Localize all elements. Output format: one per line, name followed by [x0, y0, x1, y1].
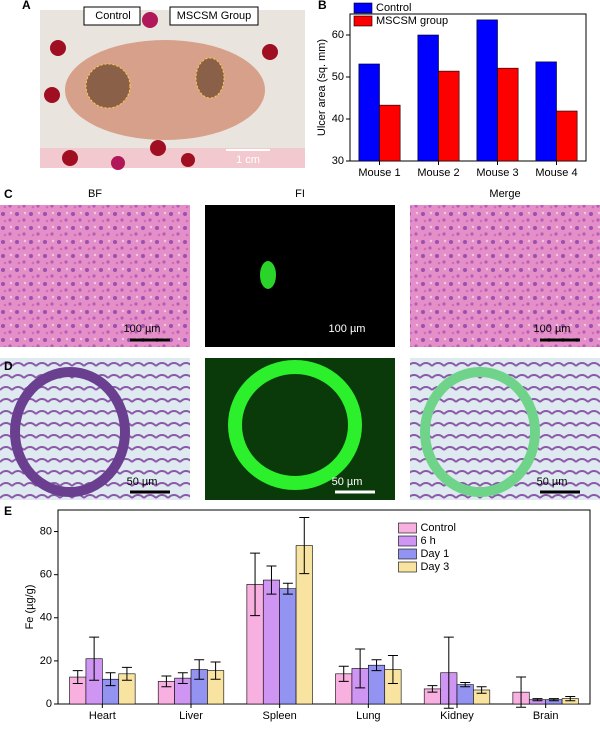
y-tick-label: 40 — [332, 113, 344, 125]
error-bar — [387, 655, 398, 685]
error-bar — [121, 666, 132, 681]
panel-label: D — [4, 359, 13, 373]
y-axis-label: Ulcer area (sq. mm) — [316, 39, 328, 136]
error-bar — [476, 686, 487, 694]
bar — [476, 19, 498, 162]
error-bar — [355, 648, 366, 689]
error-bar — [460, 681, 471, 688]
error-bar — [194, 659, 205, 680]
legend-label: Control — [420, 522, 455, 534]
legend-swatch — [398, 561, 417, 573]
error-bar — [89, 636, 100, 681]
bar — [535, 61, 557, 162]
error-bar — [161, 675, 172, 688]
error-bar — [371, 659, 382, 672]
x-tick-label: Mouse 3 — [476, 167, 518, 179]
scale-label: 100 µm — [329, 323, 366, 335]
image — [410, 205, 600, 347]
legend-label: 6 h — [420, 535, 435, 547]
photo-label: MSCSM Group — [177, 10, 252, 22]
error-bar — [427, 685, 438, 693]
image-shape — [228, 360, 362, 490]
legend-label: Day 3 — [420, 561, 449, 573]
panel-label: B — [318, 0, 327, 12]
scale-label: 50 µm — [537, 476, 568, 488]
legend-swatch — [398, 535, 417, 547]
x-tick-label: Heart — [89, 710, 116, 722]
error-bar — [443, 636, 454, 709]
x-tick-label: Mouse 1 — [358, 167, 400, 179]
y-tick-label: 60 — [40, 569, 52, 581]
bar — [556, 110, 578, 162]
legend-swatch — [353, 15, 373, 27]
x-tick-label: Lung — [356, 710, 380, 722]
column-title: Merge — [489, 188, 520, 200]
bar — [417, 34, 439, 162]
error-bar — [565, 695, 576, 702]
legend-label: MSCSM group — [376, 15, 448, 27]
plot-frame — [349, 13, 587, 162]
column-title: BF — [88, 188, 102, 200]
error-bar — [177, 672, 188, 685]
scale-label: 1 cm — [236, 154, 260, 166]
x-tick-label: Mouse 2 — [417, 167, 459, 179]
legend-label: Control — [376, 2, 411, 14]
y-tick-label: 60 — [332, 29, 344, 41]
image-shape — [420, 367, 540, 497]
x-tick-label: Spleen — [263, 710, 297, 722]
photo-label: Control — [95, 10, 130, 22]
legend-swatch — [398, 548, 417, 560]
image — [205, 205, 395, 347]
scale-label: 50 µm — [127, 476, 158, 488]
image-signal — [260, 261, 276, 289]
error-bar — [105, 672, 116, 687]
error-bar — [210, 661, 221, 680]
panel-label: C — [4, 187, 13, 201]
bar — [262, 579, 280, 705]
y-tick-label: 80 — [40, 525, 52, 537]
scale-label: 50 µm — [332, 476, 363, 488]
y-tick-label: 50 — [332, 71, 344, 83]
plot-frame — [57, 509, 591, 705]
bar — [358, 63, 380, 162]
x-tick-label: Mouse 4 — [535, 167, 577, 179]
bar — [438, 70, 460, 162]
error-bar — [299, 517, 310, 575]
error-bar — [516, 676, 527, 708]
bar — [279, 588, 297, 705]
bar — [497, 67, 519, 162]
error-bar — [548, 698, 559, 702]
x-tick-label: Brain — [533, 710, 559, 722]
legend-swatch — [398, 522, 417, 534]
x-tick-label: Kidney — [440, 710, 474, 722]
scale-label: 100 µm — [124, 323, 161, 335]
error-bar — [338, 665, 349, 682]
image-shape — [10, 367, 130, 497]
error-bar — [532, 698, 543, 702]
legend-label: Day 1 — [420, 548, 449, 560]
y-axis-label: Fe (µg/g) — [24, 585, 36, 630]
scale-label: 100 µm — [534, 323, 571, 335]
y-tick-label: 0 — [46, 698, 52, 710]
image — [0, 205, 190, 347]
error-bar — [266, 565, 277, 595]
error-bar — [72, 670, 83, 685]
legend-swatch — [353, 2, 373, 14]
column-title: FI — [295, 188, 305, 200]
bar — [379, 104, 401, 162]
bar — [456, 684, 474, 705]
x-tick-label: Liver — [179, 710, 203, 722]
error-bar — [250, 552, 261, 617]
panel-label: A — [22, 0, 31, 12]
y-tick-label: 40 — [40, 612, 52, 624]
photo — [40, 6, 305, 170]
panel-label: E — [4, 504, 12, 518]
error-bar — [282, 582, 293, 595]
y-tick-label: 30 — [332, 155, 344, 167]
y-tick-label: 20 — [40, 655, 52, 667]
